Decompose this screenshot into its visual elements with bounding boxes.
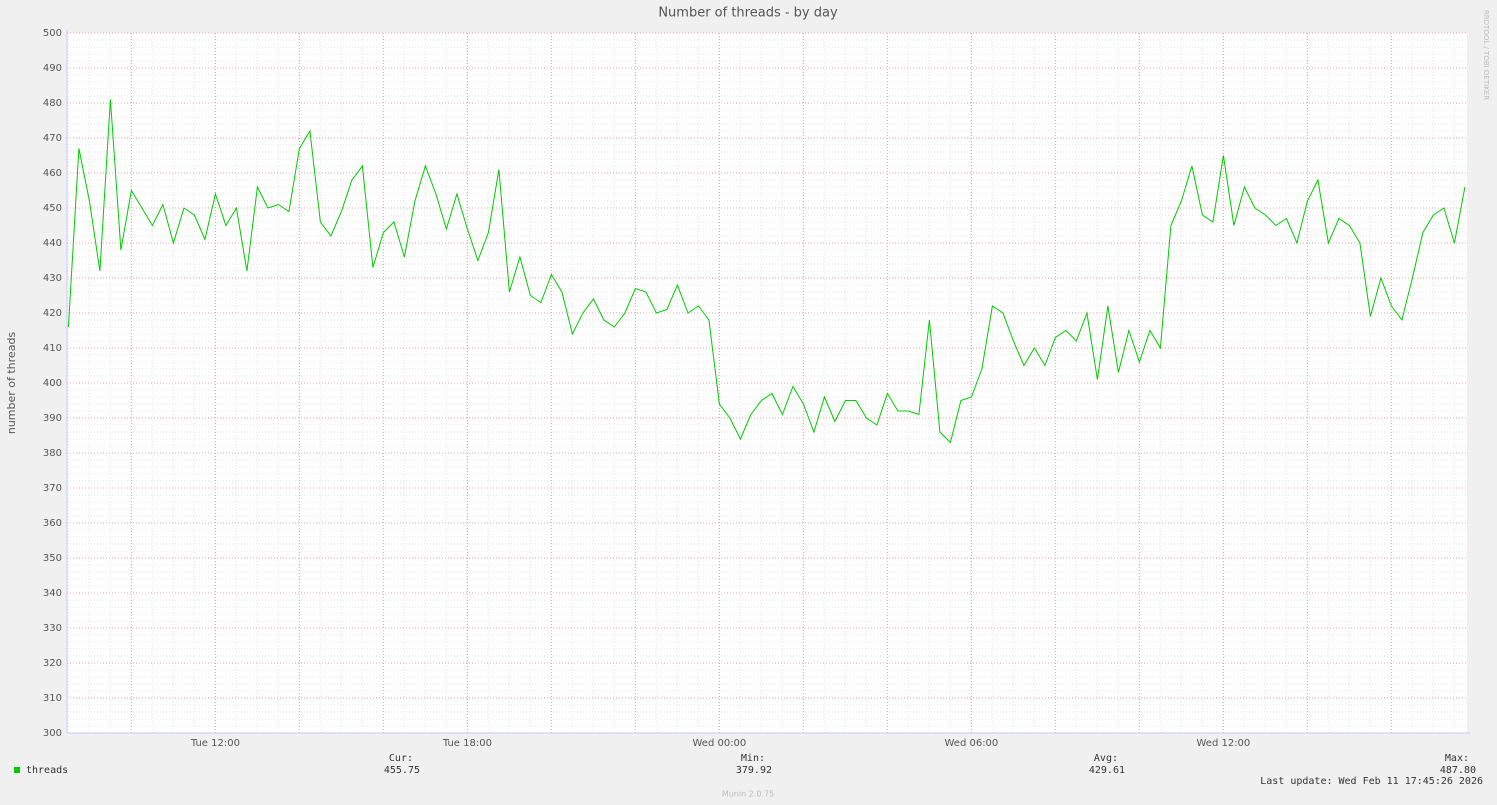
y-tick-label: 390 [43, 413, 62, 424]
y-tick-label: 380 [43, 448, 62, 459]
y-tick-label: 480 [43, 98, 62, 109]
y-tick-label: 450 [43, 203, 62, 214]
stat-label: Avg: [1094, 753, 1118, 764]
y-tick-label: 460 [43, 168, 62, 179]
legend-swatch [14, 767, 20, 773]
y-tick-label: 340 [43, 588, 62, 599]
stat-value: 379.92 [736, 765, 772, 776]
series-line [67, 99, 1466, 444]
stat-label: Cur: [389, 753, 413, 764]
y-tick-label: 320 [43, 658, 62, 669]
y-tick-label: 330 [43, 623, 62, 634]
y-tick-label: 370 [43, 483, 62, 494]
x-tick-label: Wed 12:00 [1196, 738, 1250, 749]
y-tick-label: 470 [43, 133, 62, 144]
y-tick-label: 440 [43, 238, 62, 249]
y-tick-label: 430 [43, 273, 62, 284]
y-tick-label: 360 [43, 518, 62, 529]
y-tick-label: 310 [43, 693, 62, 704]
y-tick-label: 500 [43, 28, 62, 39]
chart-title: Number of threads - by day [658, 6, 838, 21]
stat-label: Max: [1445, 753, 1469, 764]
stat-label: Min: [741, 753, 765, 764]
y-tick-label: 420 [43, 308, 62, 319]
y-tick-label: 300 [43, 728, 62, 739]
x-tick-label: Tue 12:00 [190, 738, 240, 749]
watermark: RRDTOOL / TOBI OETIKER [1482, 10, 1490, 100]
x-tick-label: Tue 18:00 [442, 738, 492, 749]
y-tick-label: 410 [43, 343, 62, 354]
x-tick-label: Wed 06:00 [944, 738, 998, 749]
footer: Munin 2.0.75 [722, 790, 774, 799]
legend-label: threads [26, 765, 68, 776]
y-axis-label: number of threads [5, 332, 18, 435]
last-update: Last update: Wed Feb 11 17:45:26 2026 [1260, 776, 1483, 787]
y-tick-label: 350 [43, 553, 62, 564]
stat-value: 487.80 [1440, 765, 1476, 776]
stat-value: 455.75 [384, 765, 420, 776]
y-tick-label: 400 [43, 378, 62, 389]
y-tick-label: 490 [43, 63, 62, 74]
x-tick-label: Wed 00:00 [692, 738, 746, 749]
stat-value: 429.61 [1089, 765, 1125, 776]
